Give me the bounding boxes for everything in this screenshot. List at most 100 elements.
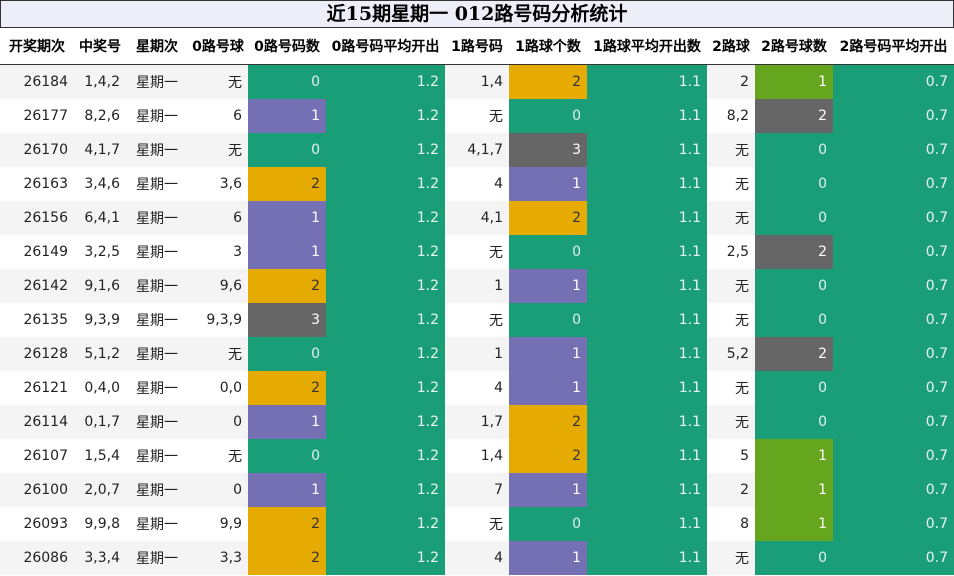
weekday-cell: 星期一 (126, 64, 188, 99)
route0-avg-cell: 1.2 (326, 541, 445, 575)
route1-balls-cell: 4 (445, 167, 509, 201)
route2-balls-cell: 无 (707, 269, 755, 303)
route0-count-cell: 3 (248, 303, 326, 337)
issue-cell: 26114 (0, 405, 74, 439)
route0-balls-cell: 0 (188, 473, 248, 507)
route1-balls-cell: 无 (445, 303, 509, 337)
route0-count-cell: 0 (248, 133, 326, 167)
route0-avg-cell: 1.2 (326, 99, 445, 133)
route2-avg-cell: 0.7 (833, 439, 954, 473)
route2-balls-cell: 8,2 (707, 99, 755, 133)
route1-count-cell: 0 (509, 303, 587, 337)
numbers-cell: 4,1,7 (74, 133, 126, 167)
route0-avg-cell: 1.2 (326, 303, 445, 337)
route2-count-cell: 0 (755, 201, 833, 235)
route1-count-cell: 1 (509, 167, 587, 201)
table-row: 26107 1,5,4 星期一无 0 1.2 1,4 2 1.1 5 1 0.7 (0, 439, 954, 473)
route2-balls-cell: 无 (707, 167, 755, 201)
route2-count-cell: 2 (755, 235, 833, 269)
table-row: 26128 5,1,2 星期一无 0 1.2 1 1 1.1 5,2 2 0.7 (0, 337, 954, 371)
route1-avg-cell: 1.1 (587, 167, 707, 201)
route2-avg-cell: 0.7 (833, 541, 954, 575)
route2-balls-cell: 无 (707, 371, 755, 405)
route2-avg-cell: 0.7 (833, 167, 954, 201)
issue-cell: 26142 (0, 269, 74, 303)
route1-avg-cell: 1.1 (587, 439, 707, 473)
route0-balls-cell: 无 (188, 64, 248, 99)
issue-cell: 26086 (0, 541, 74, 575)
numbers-cell: 0,1,7 (74, 405, 126, 439)
route1-balls-cell: 1,7 (445, 405, 509, 439)
route0-avg-cell: 1.2 (326, 507, 445, 541)
page-title: 近15期星期一 012路号码分析统计 (0, 0, 954, 28)
route1-balls-cell: 4 (445, 371, 509, 405)
route1-count-cell: 2 (509, 201, 587, 235)
route1-balls-cell: 1 (445, 269, 509, 303)
route0-avg-cell: 1.2 (326, 167, 445, 201)
route0-count-cell: 1 (248, 235, 326, 269)
numbers-cell: 3,3,4 (74, 541, 126, 575)
weekday-cell: 星期一 (126, 337, 188, 371)
route2-avg-cell: 0.7 (833, 269, 954, 303)
route0-count-cell: 0 (248, 337, 326, 371)
header-route0-count: 0路号码数 (248, 28, 326, 65)
weekday-cell: 星期一 (126, 541, 188, 575)
route1-avg-cell: 1.1 (587, 507, 707, 541)
route0-avg-cell: 1.2 (326, 269, 445, 303)
table-row: 26163 3,4,6 星期一 3,6 2 1.2 4 1 1.1 无 0 0.7 (0, 167, 954, 201)
route0-count-cell: 1 (248, 473, 326, 507)
table-row: 26142 9,1,6 星期一 9,6 2 1.2 1 1 1.1 无 0 0.7 (0, 269, 954, 303)
route2-avg-cell: 0.7 (833, 303, 954, 337)
weekday-cell: 星期一 (126, 371, 188, 405)
route1-balls-cell: 1,4 (445, 439, 509, 473)
issue-cell: 26177 (0, 99, 74, 133)
weekday-cell: 星期一 (126, 507, 188, 541)
route2-balls-cell: 无 (707, 541, 755, 575)
table-row: 26184 1,4,2 星期一无 0 1.2 1,4 2 1.1 2 1 0.7 (0, 64, 954, 99)
route0-avg-cell: 1.2 (326, 201, 445, 235)
route1-balls-cell: 无 (445, 507, 509, 541)
route0-balls-cell: 0,0 (188, 371, 248, 405)
route2-balls-cell: 8 (707, 507, 755, 541)
route2-avg-cell: 0.7 (833, 405, 954, 439)
route2-count-cell: 0 (755, 303, 833, 337)
route2-balls-cell: 5 (707, 439, 755, 473)
route2-count-cell: 2 (755, 99, 833, 133)
numbers-cell: 8,2,6 (74, 99, 126, 133)
header-route1-avg: 1路球平均开出数 (587, 28, 707, 65)
route0-count-cell: 1 (248, 405, 326, 439)
route2-balls-cell: 5,2 (707, 337, 755, 371)
numbers-cell: 6,4,1 (74, 201, 126, 235)
table-row: 26170 4,1,7 星期一无 0 1.2 4,1,7 3 1.1 无 0 0.7 (0, 133, 954, 167)
issue-cell: 26093 (0, 507, 74, 541)
numbers-cell: 9,3,9 (74, 303, 126, 337)
header-issue: 开奖期次 (0, 28, 74, 65)
route1-count-cell: 1 (509, 371, 587, 405)
route0-balls-cell: 9,9 (188, 507, 248, 541)
route1-count-cell: 0 (509, 235, 587, 269)
route2-count-cell: 0 (755, 541, 833, 575)
route2-balls-cell: 无 (707, 405, 755, 439)
numbers-cell: 5,1,2 (74, 337, 126, 371)
route2-balls-cell: 2 (707, 473, 755, 507)
header-row: 开奖期次 中奖号 星期次 0路号球 0路号码数 0路号码平均开出 1路号码 1路… (0, 28, 954, 65)
route0-count-cell: 0 (248, 439, 326, 473)
route0-balls-cell: 9,3,9 (188, 303, 248, 337)
route1-count-cell: 2 (509, 439, 587, 473)
route1-balls-cell: 无 (445, 235, 509, 269)
table-row: 26093 9,9,8 星期一 9,9 2 1.2 无 0 1.1 8 1 0.7 (0, 507, 954, 541)
weekday-cell: 星期一 (126, 235, 188, 269)
route2-avg-cell: 0.7 (833, 473, 954, 507)
issue-cell: 26128 (0, 337, 74, 371)
numbers-cell: 9,1,6 (74, 269, 126, 303)
route1-avg-cell: 1.1 (587, 371, 707, 405)
issue-cell: 26107 (0, 439, 74, 473)
weekday-cell: 星期一 (126, 405, 188, 439)
route0-balls-cell: 3,6 (188, 167, 248, 201)
issue-cell: 26170 (0, 133, 74, 167)
issue-cell: 26135 (0, 303, 74, 337)
route0-avg-cell: 1.2 (326, 235, 445, 269)
weekday-cell: 星期一 (126, 167, 188, 201)
header-route0-balls: 0路号球 (188, 28, 248, 65)
table-row: 26156 6,4,1 星期一 6 1 1.2 4,1 2 1.1 无 0 0.7 (0, 201, 954, 235)
